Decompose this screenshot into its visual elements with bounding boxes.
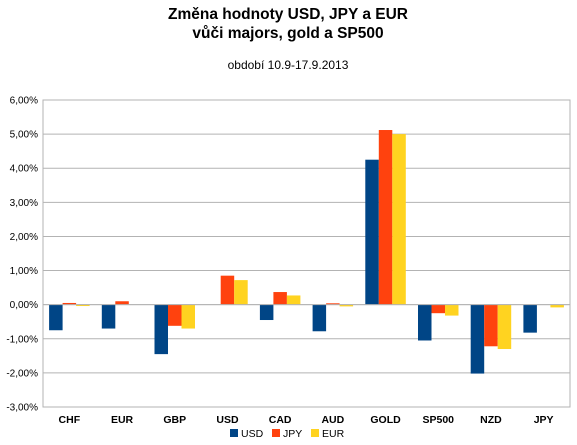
bar-eur-usd bbox=[101, 304, 116, 329]
legend-swatch-usd bbox=[230, 429, 238, 437]
chart-subtitle: období 10.9-17.9.2013 bbox=[228, 58, 349, 72]
x-tick-label: CHF bbox=[59, 414, 81, 426]
bar-nzd-usd bbox=[470, 304, 485, 374]
x-tick-label: GBP bbox=[163, 414, 186, 426]
bar-gbp-eur bbox=[181, 304, 195, 329]
x-tick-label: NZD bbox=[480, 414, 502, 426]
bar-aud-usd bbox=[312, 304, 327, 332]
bar-usd-jpy bbox=[220, 275, 235, 305]
y-tick-label: -3,00% bbox=[6, 403, 38, 414]
legend: USD JPY EUR bbox=[230, 428, 345, 440]
bar-sp500-eur bbox=[445, 304, 459, 316]
y-tick-label: 3,00% bbox=[10, 198, 38, 209]
bar-jpy-eur bbox=[550, 304, 564, 308]
bar-chf-jpy bbox=[62, 302, 77, 305]
bar-sp500-jpy bbox=[431, 304, 445, 314]
legend-label-eur: EUR bbox=[322, 428, 345, 440]
bar-usd-eur bbox=[234, 280, 248, 305]
bar-cad-usd bbox=[259, 304, 274, 321]
bar-cad-eur bbox=[286, 295, 301, 305]
bar-gold-jpy bbox=[378, 130, 393, 305]
legend-swatch-eur bbox=[311, 429, 319, 437]
y-tick-label: 6,00% bbox=[10, 96, 38, 107]
x-axis-ticks: CHF EUR GBP USD CAD AUD GOLD SP500 NZD JPY bbox=[59, 414, 554, 426]
y-tick-label: -1,00% bbox=[6, 334, 38, 345]
legend-label-jpy: JPY bbox=[283, 428, 302, 440]
bar-jpy-usd bbox=[523, 304, 537, 333]
bar-chf-usd bbox=[49, 304, 63, 331]
bar-gold-eur bbox=[392, 134, 406, 305]
bar-aud-eur bbox=[339, 304, 354, 307]
y-tick-label: 0,00% bbox=[10, 300, 38, 311]
bar-aud-jpy bbox=[326, 303, 340, 305]
chart-title: Změna hodnoty USD, JPY a EUR bbox=[168, 6, 408, 23]
y-tick-label: 5,00% bbox=[10, 130, 38, 141]
x-tick-label: SP500 bbox=[422, 414, 454, 426]
legend-swatch-jpy bbox=[272, 429, 280, 437]
x-tick-label: CAD bbox=[269, 414, 292, 426]
legend-label-usd: USD bbox=[241, 428, 264, 440]
y-tick-label: 4,00% bbox=[10, 164, 38, 175]
bar-gbp-usd bbox=[154, 304, 168, 355]
y-tick-label: 2,00% bbox=[10, 232, 38, 243]
bar-cad-jpy bbox=[273, 292, 287, 305]
bars bbox=[49, 130, 564, 374]
x-tick-label: JPY bbox=[534, 414, 554, 426]
x-tick-label: USD bbox=[216, 414, 239, 426]
y-tick-label: 1,00% bbox=[10, 266, 38, 277]
x-tick-label: AUD bbox=[321, 414, 344, 426]
bar-sp500-usd bbox=[418, 304, 432, 341]
bar-eur-jpy bbox=[115, 301, 129, 305]
x-tick-label: EUR bbox=[111, 414, 134, 426]
bar-gbp-jpy bbox=[168, 304, 182, 326]
y-tick-label: -2,00% bbox=[6, 368, 38, 379]
chart-title-line2: vůči majors, gold a SP500 bbox=[192, 25, 383, 42]
bar-nzd-jpy bbox=[484, 304, 498, 347]
bar-nzd-eur bbox=[497, 304, 512, 350]
plot-frame bbox=[42, 99, 571, 408]
x-tick-label: GOLD bbox=[370, 414, 401, 426]
y-axis-ticks: -3,00% -2,00% -1,00% 0,00% 1,00% 2,00% 3,00% 4,… bbox=[6, 96, 38, 414]
bar-gold-usd bbox=[365, 159, 379, 305]
bar-chf-eur bbox=[76, 304, 90, 307]
grid-lines bbox=[43, 99, 570, 408]
